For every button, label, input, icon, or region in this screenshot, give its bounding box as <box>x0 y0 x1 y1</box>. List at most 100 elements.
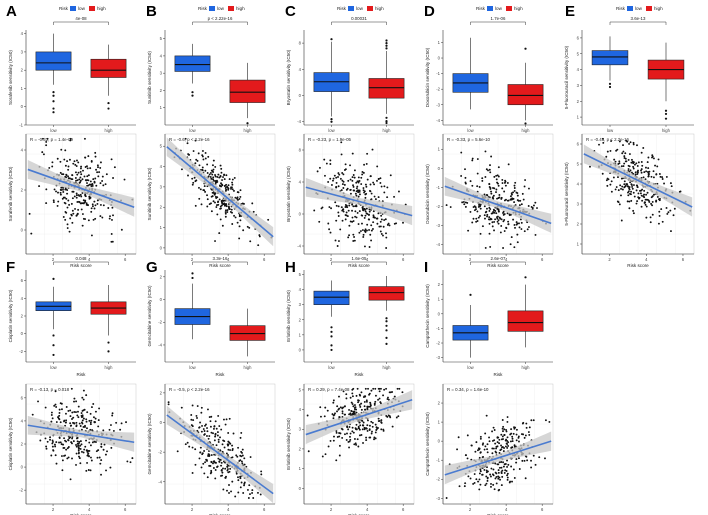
point-D2-89 <box>486 207 488 210</box>
point-G2-238 <box>194 463 197 466</box>
point-H2-181 <box>358 421 361 424</box>
point-I2-243 <box>457 436 460 439</box>
point-I2-222 <box>501 435 504 438</box>
point-I2-113 <box>507 445 510 447</box>
point-A2-292 <box>75 179 78 182</box>
point-H2-6 <box>375 426 378 429</box>
point-A2-275 <box>68 177 71 180</box>
y-tick-label-H2-0: 0 <box>299 486 302 491</box>
point-B2-183 <box>238 215 241 218</box>
legend-title-D: Risk <box>476 6 486 11</box>
point-E2-175 <box>632 167 635 170</box>
y-tick-label-A-4: 3 <box>21 49 24 54</box>
point-F2-81 <box>112 429 115 432</box>
point-E2-253 <box>642 195 645 198</box>
point-C2-68 <box>341 172 344 174</box>
point-F2-10 <box>104 453 107 456</box>
point-G2-274 <box>195 414 198 417</box>
point-D2-220 <box>497 222 500 225</box>
point-I2-242 <box>470 444 473 447</box>
point-D2-259 <box>500 196 503 199</box>
point-E2-118 <box>616 200 619 203</box>
point-C2-226 <box>321 206 324 209</box>
point-D2-64 <box>484 150 487 153</box>
point-F2-118 <box>126 460 129 463</box>
point-D2-25 <box>471 184 474 187</box>
outlier-H-low-2 <box>330 335 333 338</box>
point-F2-62 <box>129 461 132 464</box>
point-C2-6 <box>327 181 330 183</box>
y-tick-label-G2-1: -2 <box>158 450 162 455</box>
point-E2-259 <box>623 186 626 189</box>
point-I2-36 <box>500 461 503 463</box>
point-C2-135 <box>347 236 350 239</box>
point-D2-163 <box>464 181 467 184</box>
point-I2-232 <box>526 459 529 462</box>
outlier-D-high-0 <box>524 47 527 50</box>
point-D2-165 <box>503 213 506 215</box>
point-C2-23 <box>348 204 351 207</box>
y-tick-label-A2-1: 2 <box>21 188 24 193</box>
point-C2-120 <box>402 221 404 224</box>
point-C2-143 <box>352 220 355 222</box>
point-D2-168 <box>469 210 472 213</box>
point-H2-298 <box>363 405 366 408</box>
y-axis-label-I: Camptothecin sensitivity (IC50) <box>425 284 430 348</box>
point-E2-202 <box>618 203 621 206</box>
x-axis-label-E2: Risk score <box>627 263 649 268</box>
point-G2-22 <box>225 418 228 421</box>
point-H2-61 <box>338 435 341 438</box>
point-I2-35 <box>479 470 482 473</box>
point-E2-1 <box>623 162 626 165</box>
point-B2-285 <box>180 168 183 171</box>
point-D2-210 <box>492 194 495 197</box>
point-D2-276 <box>492 208 495 211</box>
point-C2-211 <box>325 162 328 165</box>
point-B2-197 <box>214 165 217 168</box>
point-A2-285 <box>53 188 56 191</box>
y-tick-label-C-2: 4 <box>299 67 302 72</box>
point-F2-140 <box>87 469 90 471</box>
point-G2-18 <box>203 450 206 452</box>
point-I2-85 <box>511 435 514 438</box>
point-C2-248 <box>357 181 360 184</box>
point-F2-67 <box>82 389 85 392</box>
point-F2-146 <box>84 424 86 427</box>
point-E2-129 <box>645 166 647 169</box>
point-B2-290 <box>223 174 226 177</box>
point-I2-79 <box>478 472 481 475</box>
point-H2-1 <box>329 439 332 442</box>
point-G2-221 <box>198 426 201 429</box>
point-D2-286 <box>476 210 479 213</box>
boxplot-panel-I: IRisklowhigh2.6e-07-3-2-1012Camptothecin… <box>424 246 553 377</box>
point-C2-86 <box>372 214 375 217</box>
point-E2-295 <box>620 219 623 222</box>
box-D-high <box>507 84 544 106</box>
y-tick-label-I2-2: -1 <box>436 458 440 463</box>
point-F2-98 <box>63 420 65 423</box>
point-B2-108 <box>227 184 230 187</box>
point-E2-100 <box>633 163 636 166</box>
point-G2-42 <box>222 467 224 470</box>
point-B2-181 <box>224 187 227 189</box>
point-G2-277 <box>212 462 214 465</box>
point-G2-219 <box>228 484 230 486</box>
x-tick-label-F2-1: 4 <box>88 507 91 512</box>
point-H2-231 <box>377 417 380 420</box>
point-C2-214 <box>379 177 382 180</box>
point-G2-133 <box>227 468 229 470</box>
point-H2-162 <box>351 403 354 405</box>
y-tick-label-E2-0: 1 <box>577 242 580 247</box>
point-A2-60 <box>109 215 111 218</box>
point-A2-272 <box>97 175 100 178</box>
point-B2-44 <box>224 212 227 215</box>
point-C2-119 <box>357 223 360 225</box>
x-tick-label-B2-2: 6 <box>263 257 266 262</box>
point-D2-43 <box>478 186 481 188</box>
point-A2-239 <box>96 164 99 167</box>
point-A2-146 <box>91 205 94 208</box>
point-B2-239 <box>204 190 207 193</box>
x-axis-label-F2: Risk score <box>70 513 92 515</box>
outlier-C-high-5 <box>385 119 388 123</box>
